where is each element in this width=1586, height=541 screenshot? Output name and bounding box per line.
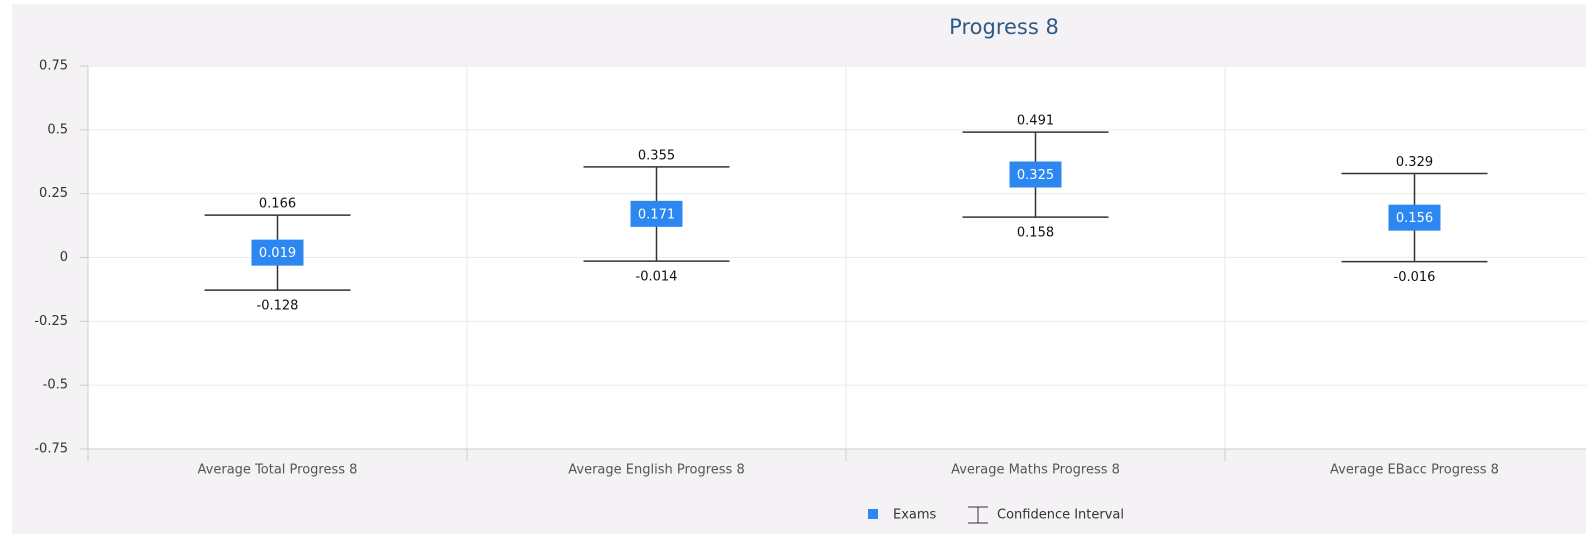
- error-label-upper: 0.491: [1017, 114, 1054, 129]
- value-box: [1388, 204, 1441, 231]
- legend-label: Exams: [893, 508, 937, 523]
- chart-title: Progress 8: [949, 15, 1059, 39]
- legend-label: Confidence Interval: [997, 508, 1124, 523]
- legend-swatch: [868, 509, 878, 519]
- y-tick-label: -0.5: [43, 378, 68, 393]
- y-tick-label: -0.25: [34, 314, 68, 329]
- x-tick-label: Average Maths Progress 8: [951, 463, 1120, 478]
- y-tick-label: 0: [60, 250, 68, 265]
- value-box: [630, 200, 683, 227]
- value-label: 0.171: [638, 207, 675, 222]
- y-tick-label: -0.75: [34, 442, 68, 457]
- error-label-lower: -0.014: [636, 270, 678, 285]
- y-tick-label: 0.75: [39, 59, 68, 74]
- x-tick-label: Average EBacc Progress 8: [1330, 463, 1499, 478]
- y-tick-label: 0.5: [47, 122, 68, 137]
- error-label-lower: -0.128: [257, 299, 299, 314]
- x-tick-label: Average Total Progress 8: [198, 463, 358, 478]
- x-tick-label: Average English Progress 8: [568, 463, 744, 478]
- error-label-upper: 0.166: [259, 197, 296, 212]
- error-label-lower: -0.016: [1394, 270, 1436, 285]
- y-tick-label: 0.25: [39, 186, 68, 201]
- error-label-upper: 0.329: [1396, 155, 1433, 170]
- value-box: [1009, 161, 1062, 188]
- error-label-lower: 0.158: [1017, 226, 1054, 241]
- value-label: 0.019: [259, 246, 296, 261]
- error-label-upper: 0.355: [638, 148, 675, 163]
- value-box: [251, 239, 304, 266]
- value-label: 0.156: [1396, 211, 1433, 226]
- value-label: 0.325: [1017, 168, 1054, 183]
